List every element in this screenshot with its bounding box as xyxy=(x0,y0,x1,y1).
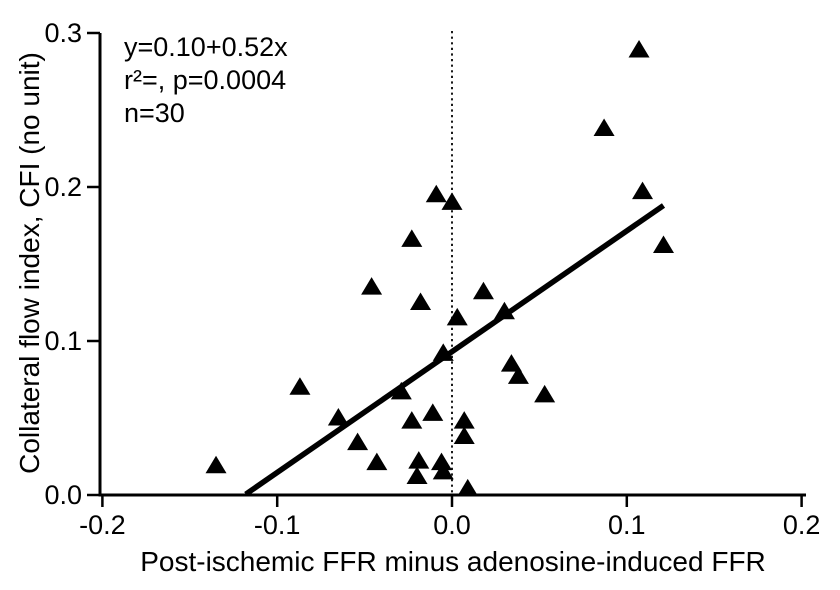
data-point-marker xyxy=(432,343,454,361)
data-point-marker xyxy=(366,452,388,471)
r-squared-pvalue-text: r²=, p=0.0004 xyxy=(124,65,287,95)
data-point-marker xyxy=(432,461,454,480)
data-point-marker xyxy=(493,301,515,320)
regression-line xyxy=(244,203,666,497)
data-point-marker xyxy=(472,281,494,300)
data-point-marker xyxy=(534,384,556,403)
data-point-marker xyxy=(361,277,383,295)
y-axis-tick-label: 0.3 xyxy=(44,18,82,48)
y-axis-title: Collateral flow index, CFI (no unit) xyxy=(14,52,45,474)
y-axis-tick-label: 0.0 xyxy=(44,480,82,510)
data-point-marker xyxy=(507,366,529,384)
data-point-marker xyxy=(632,181,654,200)
sample-size-text: n=30 xyxy=(124,98,185,128)
data-point-marker xyxy=(441,192,463,210)
y-axis-tick-label: 0.2 xyxy=(44,172,82,202)
data-point-marker xyxy=(289,377,311,395)
x-axis-tick-label: -0.1 xyxy=(254,510,301,540)
data-point-marker xyxy=(446,307,468,326)
x-axis-tick-label: -0.2 xyxy=(79,510,126,540)
regression-annotation: y=0.10+0.52x r²=, p=0.0004 n=30 xyxy=(124,31,288,130)
data-point-marker xyxy=(205,455,227,474)
data-point-marker xyxy=(653,235,675,254)
data-point-marker xyxy=(500,354,522,372)
data-point-marker xyxy=(457,478,479,497)
data-point-marker xyxy=(406,466,428,485)
data-point-marker xyxy=(410,292,432,310)
data-point-marker xyxy=(422,403,444,421)
data-point-marker xyxy=(390,381,412,400)
data-point-marker xyxy=(425,184,447,203)
data-point-marker xyxy=(401,411,423,429)
data-point-marker xyxy=(431,452,453,471)
data-point-marker xyxy=(593,118,615,136)
x-axis-tick-label: 0.2 xyxy=(783,510,821,540)
data-point-marker xyxy=(453,411,475,429)
data-point-marker xyxy=(628,39,650,58)
y-axis-tick-label: 0.1 xyxy=(44,326,82,356)
data-point-marker xyxy=(453,426,475,444)
regression-equation-text: y=0.10+0.52x xyxy=(124,32,288,62)
data-point-marker xyxy=(347,432,369,451)
data-point-marker xyxy=(401,229,423,247)
data-point-marker xyxy=(327,408,349,426)
x-axis-title: Post-ischemic FFR minus adenosine-induce… xyxy=(140,546,766,577)
x-axis-tick-label: 0.1 xyxy=(608,510,646,540)
x-axis-tick-label: 0.0 xyxy=(433,510,471,540)
data-point-marker xyxy=(408,451,430,469)
